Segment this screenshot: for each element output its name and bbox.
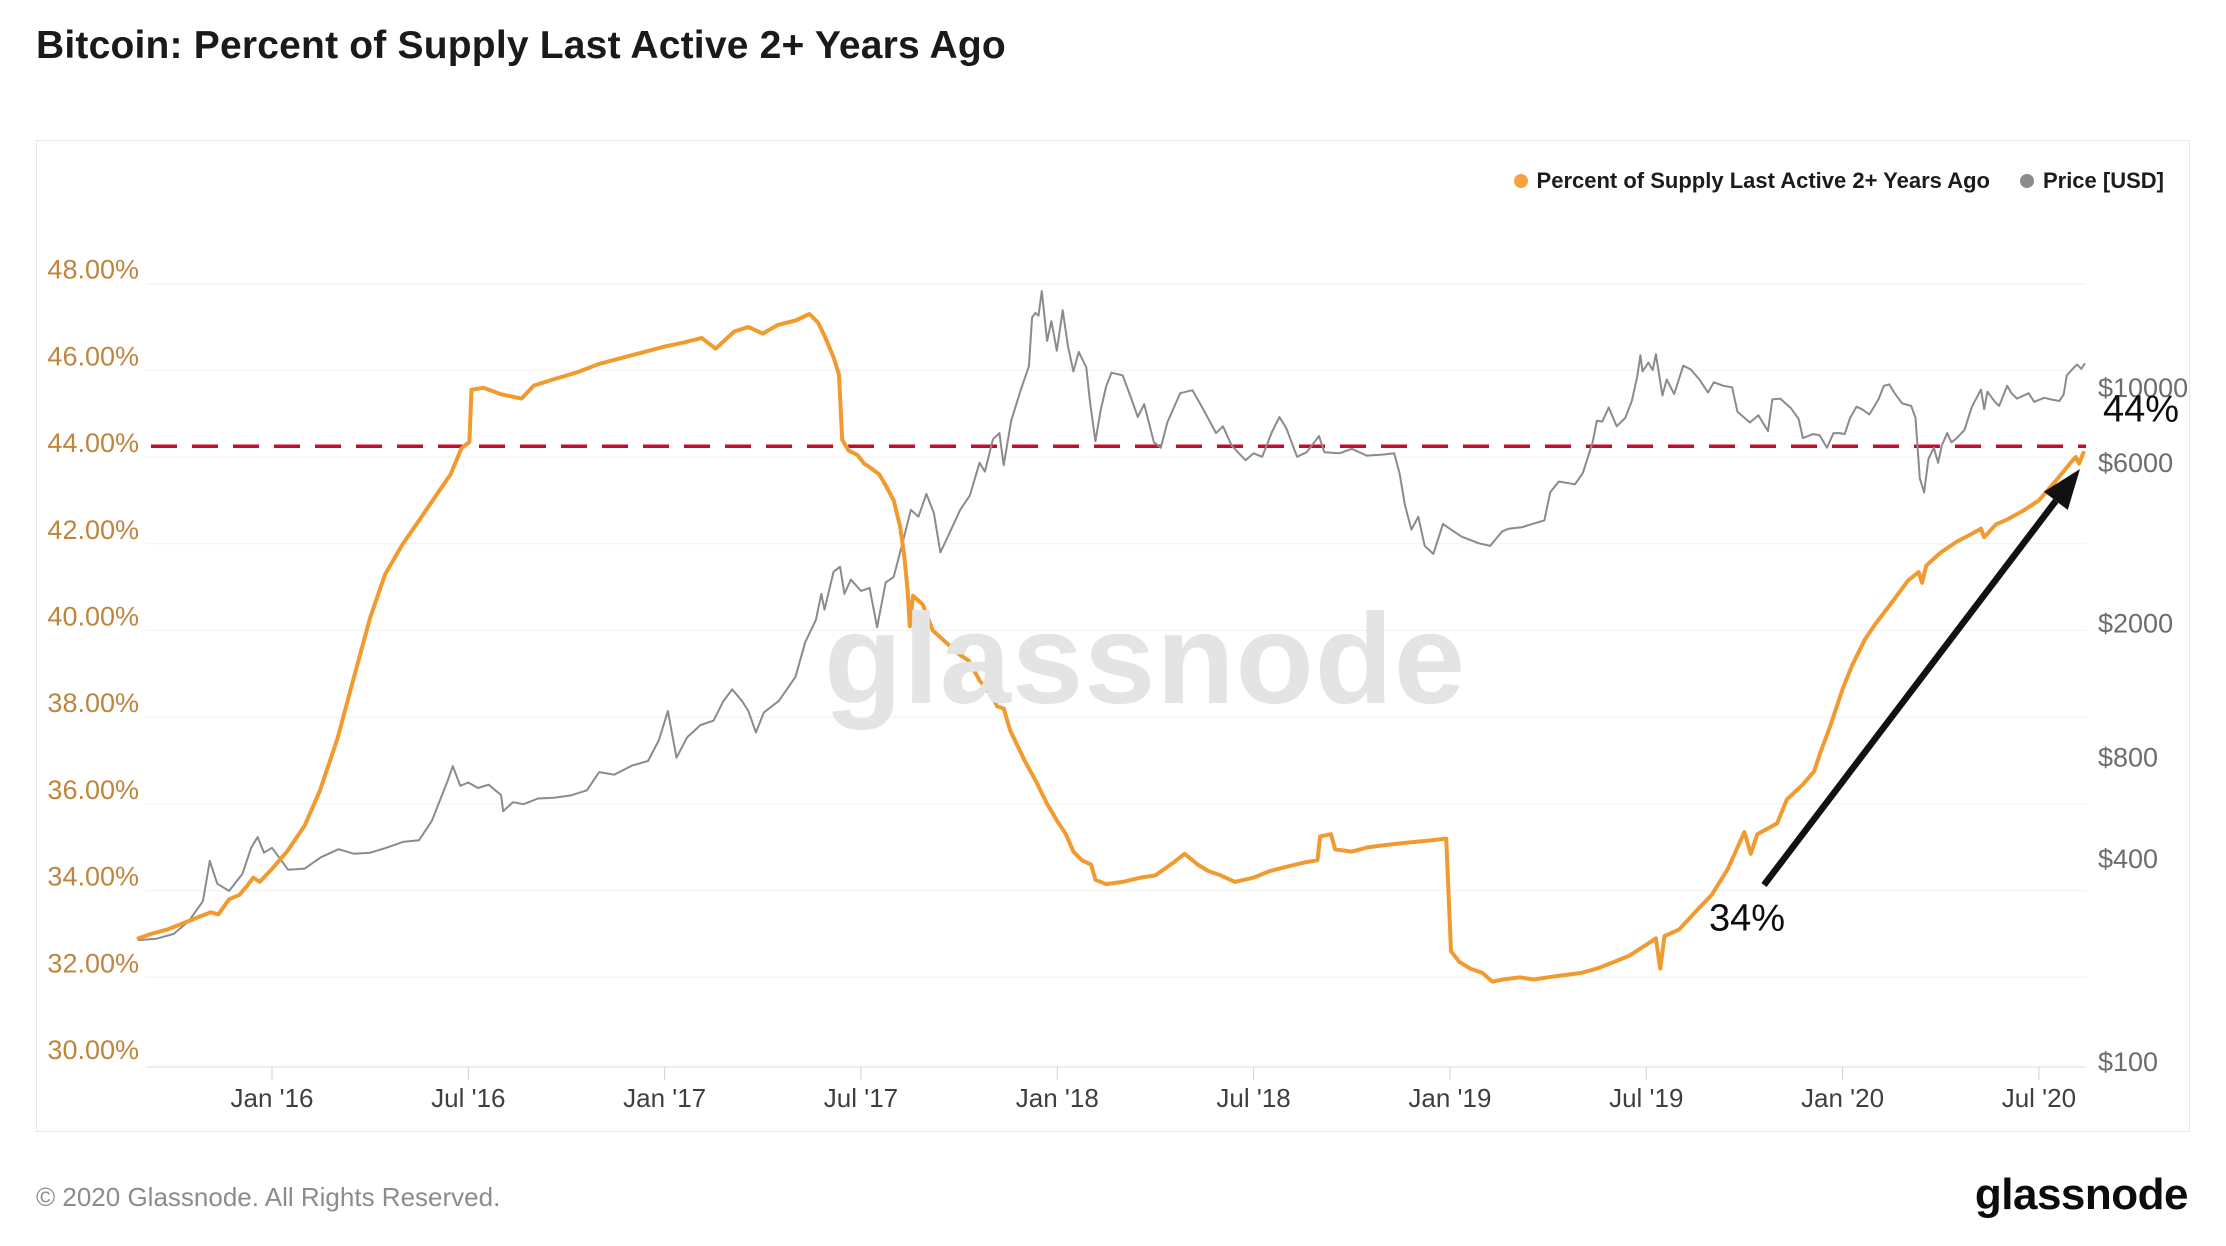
svg-text:36.00%: 36.00% xyxy=(47,775,139,805)
svg-text:42.00%: 42.00% xyxy=(47,515,139,545)
svg-text:$6000: $6000 xyxy=(2098,448,2173,478)
arrow-head-icon xyxy=(2043,469,2080,510)
svg-text:46.00%: 46.00% xyxy=(47,341,139,371)
legend-item-percent-supply[interactable]: Percent of Supply Last Active 2+ Years A… xyxy=(1513,168,1990,194)
copyright-text: © 2020 Glassnode. All Rights Reserved. xyxy=(36,1182,501,1212)
svg-text:40.00%: 40.00% xyxy=(47,602,139,632)
svg-text:34.00%: 34.00% xyxy=(47,862,139,892)
chart-legend: Percent of Supply Last Active 2+ Years A… xyxy=(1513,168,2164,194)
legend-label: Percent of Supply Last Active 2+ Years A… xyxy=(1536,168,1990,193)
series-price xyxy=(137,290,2086,942)
svg-text:$100: $100 xyxy=(2098,1047,2158,1077)
svg-text:Jul '20: Jul '20 xyxy=(2002,1083,2076,1113)
svg-text:30.00%: 30.00% xyxy=(47,1035,139,1065)
legend-item-price-usd[interactable]: Price [USD] xyxy=(2019,168,2164,194)
svg-text:Jan '18: Jan '18 xyxy=(1016,1083,1099,1113)
svg-text:$400: $400 xyxy=(2098,844,2158,874)
series-percent-supply xyxy=(136,312,2086,984)
page-title: Bitcoin: Percent of Supply Last Active 2… xyxy=(36,24,1006,67)
annotation-34-percent: 34% xyxy=(1708,897,1786,940)
svg-text:38.00%: 38.00% xyxy=(47,688,139,718)
glassnode-watermark: glassnode xyxy=(824,588,1467,731)
chart-container: 48.00% 46.00% 44.00% 42.00% 40.00% 38.00% 36.0… xyxy=(36,140,2190,1132)
legend-marker-icon xyxy=(1513,174,1528,188)
svg-text:Jan '16: Jan '16 xyxy=(230,1083,313,1113)
svg-text:Jan '20: Jan '20 xyxy=(1801,1083,1884,1113)
annotation-44-percent: 44% xyxy=(2102,388,2180,431)
svg-text:Jul '16: Jul '16 xyxy=(431,1083,505,1113)
svg-text:Jul '19: Jul '19 xyxy=(1609,1083,1683,1113)
svg-text:Jan '19: Jan '19 xyxy=(1408,1083,1491,1113)
legend-marker-icon xyxy=(2019,174,2034,188)
svg-text:32.00%: 32.00% xyxy=(47,948,139,978)
svg-text:Jul '17: Jul '17 xyxy=(824,1083,898,1113)
svg-text:Jan '17: Jan '17 xyxy=(623,1083,706,1113)
glassnode-logo: glassnode xyxy=(1974,1170,2189,1219)
svg-text:$800: $800 xyxy=(2098,743,2158,773)
svg-text:44.00%: 44.00% xyxy=(47,428,139,458)
svg-text:$2000: $2000 xyxy=(2098,609,2173,639)
chart-plot-area: 48.00% 46.00% 44.00% 42.00% 40.00% 38.00% 36.0… xyxy=(47,255,2188,1113)
svg-text:Jul '18: Jul '18 xyxy=(1216,1083,1290,1113)
svg-text:$10000: $10000 xyxy=(2098,373,2188,403)
svg-text:48.00%: 48.00% xyxy=(47,255,139,285)
legend-label: Price [USD] xyxy=(2042,168,2164,193)
